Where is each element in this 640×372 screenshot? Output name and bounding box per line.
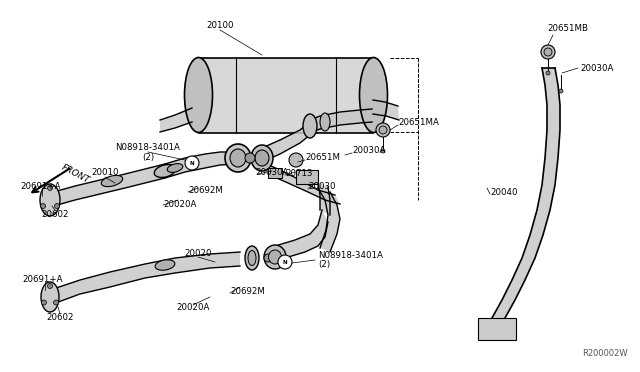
Text: 20030: 20030 (308, 182, 335, 190)
Text: 20692M: 20692M (188, 186, 223, 195)
Polygon shape (373, 100, 399, 120)
Text: 20691+A: 20691+A (22, 276, 63, 285)
Circle shape (42, 300, 47, 305)
Text: (2): (2) (318, 260, 330, 269)
Ellipse shape (184, 58, 212, 132)
Circle shape (381, 149, 385, 153)
Text: (2): (2) (142, 153, 154, 161)
Polygon shape (262, 162, 340, 204)
Text: 20713: 20713 (285, 169, 312, 177)
Circle shape (54, 203, 60, 208)
Polygon shape (160, 108, 192, 132)
Circle shape (379, 126, 387, 134)
Text: 20100: 20100 (206, 20, 234, 29)
Polygon shape (310, 109, 372, 133)
Circle shape (245, 153, 255, 163)
Circle shape (185, 156, 199, 170)
Text: 20030A: 20030A (255, 167, 289, 176)
Text: 20040: 20040 (490, 187, 518, 196)
Ellipse shape (255, 150, 269, 166)
Polygon shape (482, 68, 560, 332)
Text: R200002W: R200002W (582, 349, 628, 358)
Ellipse shape (225, 144, 251, 172)
Ellipse shape (251, 145, 273, 171)
Text: 20602: 20602 (46, 314, 74, 323)
Ellipse shape (264, 245, 286, 269)
Ellipse shape (154, 164, 176, 177)
Circle shape (278, 255, 292, 269)
Circle shape (54, 300, 59, 305)
Ellipse shape (248, 250, 256, 266)
Text: 20602: 20602 (41, 209, 68, 218)
Text: 20020: 20020 (184, 248, 212, 257)
Polygon shape (318, 188, 340, 252)
Polygon shape (318, 182, 330, 215)
Polygon shape (50, 252, 240, 305)
Text: FRONT: FRONT (60, 163, 92, 185)
Circle shape (289, 153, 303, 167)
Text: 20651MB: 20651MB (547, 23, 589, 32)
Ellipse shape (167, 164, 183, 172)
Text: 20020A: 20020A (163, 199, 196, 208)
Bar (198, 58, 374, 132)
Bar (268, 168, 282, 178)
Ellipse shape (320, 113, 330, 131)
Text: 20030A: 20030A (352, 145, 385, 154)
Circle shape (376, 123, 390, 137)
Circle shape (47, 283, 52, 289)
Polygon shape (50, 164, 165, 207)
Circle shape (40, 203, 45, 208)
Text: 20030A: 20030A (580, 64, 613, 73)
Text: 20651M: 20651M (305, 153, 340, 161)
Ellipse shape (101, 175, 123, 187)
Bar (478, 318, 516, 340)
Circle shape (264, 254, 272, 262)
Polygon shape (275, 210, 328, 258)
Text: N: N (189, 160, 195, 166)
Circle shape (559, 89, 563, 93)
Text: N: N (283, 260, 287, 264)
Text: N08918-3401A: N08918-3401A (116, 142, 180, 151)
Ellipse shape (360, 58, 387, 132)
Text: N08918-3401A: N08918-3401A (318, 250, 383, 260)
Ellipse shape (41, 282, 59, 312)
Ellipse shape (303, 114, 317, 138)
Ellipse shape (230, 149, 246, 167)
Text: 20691+A: 20691+A (20, 182, 61, 190)
Ellipse shape (269, 250, 282, 264)
Ellipse shape (245, 246, 259, 270)
Polygon shape (262, 118, 315, 162)
Circle shape (47, 186, 52, 190)
Text: 20692M: 20692M (230, 288, 265, 296)
Circle shape (546, 71, 550, 75)
Ellipse shape (155, 260, 175, 270)
Text: 20010: 20010 (92, 167, 119, 176)
Text: 20651MA: 20651MA (398, 118, 439, 126)
Ellipse shape (40, 184, 60, 216)
Circle shape (544, 48, 552, 56)
Circle shape (541, 45, 555, 59)
Polygon shape (165, 152, 235, 178)
Bar (296, 170, 318, 184)
Text: 20020A: 20020A (176, 304, 210, 312)
